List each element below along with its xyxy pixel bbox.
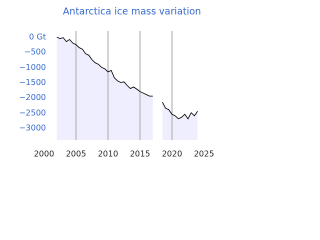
chart: Antarctica ice mass variation 0 Gt −500 −1… <box>19 7 214 159</box>
x-tick-label: 2000 <box>34 150 54 159</box>
y-tick-label: −1500 <box>19 78 46 87</box>
chart-title: Antarctica ice mass variation <box>63 7 201 18</box>
y-tick-label: 0 Gt <box>29 33 46 42</box>
y-tick-label: −2000 <box>19 93 46 102</box>
x-tick-label: 2015 <box>130 150 150 159</box>
y-tick-label: −2500 <box>19 108 46 117</box>
x-tick-label: 2025 <box>194 150 214 159</box>
x-tick-label: 2005 <box>66 150 86 159</box>
y-tick-label: −3000 <box>19 123 46 132</box>
x-tick-label: 2020 <box>162 150 182 159</box>
line <box>56 36 198 120</box>
area <box>56 37 198 140</box>
x-tick-label: 2010 <box>98 150 118 159</box>
y-tick-label: −500 <box>24 48 46 57</box>
y-tick-label: −1000 <box>19 63 46 72</box>
